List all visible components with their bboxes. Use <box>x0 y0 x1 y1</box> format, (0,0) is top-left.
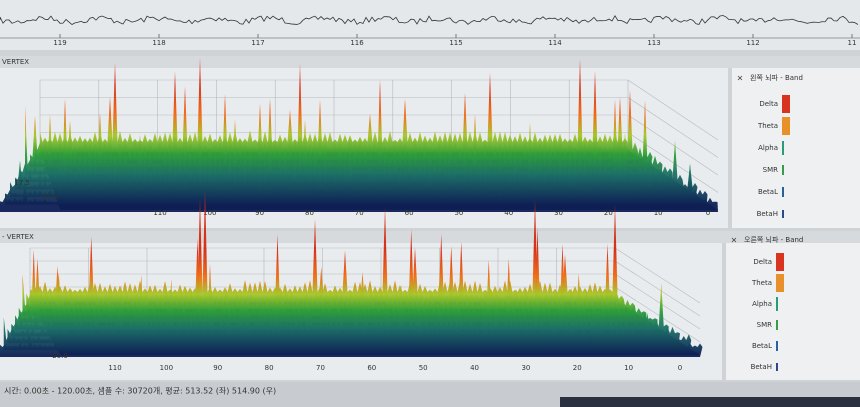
x-axis-label: 0 <box>678 364 682 372</box>
terrain-ridge <box>35 58 640 160</box>
band-bar <box>776 363 778 371</box>
band-bar <box>782 141 784 155</box>
band-bar <box>776 297 778 311</box>
band-bar <box>782 187 784 197</box>
wall-grid <box>627 97 719 158</box>
wall-grid <box>614 286 701 343</box>
band-bar <box>776 320 778 330</box>
x-axis-label: 30 <box>554 209 563 217</box>
x-axis-label: 20 <box>604 209 613 217</box>
band-label: BetaL <box>758 188 778 196</box>
panel-header <box>0 56 860 68</box>
strip-tick-label: 119 <box>53 39 66 47</box>
depth-label: 20.0 <box>52 352 68 360</box>
panel-header <box>0 231 860 243</box>
x-axis-label: 70 <box>355 209 364 217</box>
x-axis-label: 90 <box>213 364 222 372</box>
strip-tick-label: 118 <box>152 39 165 47</box>
terrain-ridge <box>3 306 692 351</box>
band-bar <box>776 341 778 351</box>
x-axis-label: 0 <box>706 209 710 217</box>
band-label: Theta <box>751 279 772 287</box>
x-axis-label: 100 <box>160 364 173 372</box>
band-bar <box>782 117 790 135</box>
band-bar <box>776 253 784 271</box>
x-axis-label: 60 <box>405 209 414 217</box>
x-axis-label: 10 <box>654 209 663 217</box>
band-bar <box>782 95 790 113</box>
close-button[interactable]: × <box>737 74 744 83</box>
terrain-ridge <box>10 145 698 197</box>
taskbar <box>560 397 860 407</box>
x-axis-label: 100 <box>203 209 216 217</box>
strip-tick-label: 115 <box>449 39 462 47</box>
x-axis-label: 80 <box>265 364 274 372</box>
top-strip <box>0 0 860 50</box>
band-panel <box>732 68 860 228</box>
strip-tick-label: 113 <box>647 39 660 47</box>
band-bar <box>776 274 784 292</box>
x-axis-label: 50 <box>419 364 428 372</box>
band-label: Delta <box>753 258 772 266</box>
terrain-ridge <box>0 319 703 357</box>
depth-label: 17.5 <box>14 179 30 187</box>
band-label: BetaL <box>752 342 772 350</box>
wall-grid <box>627 114 719 176</box>
strip-tick-label: 117 <box>251 39 264 47</box>
x-axis-label: 90 <box>255 209 264 217</box>
band-label: Delta <box>759 100 778 108</box>
terrain-ridge <box>18 249 647 323</box>
x-axis-label: 40 <box>470 364 479 372</box>
strip-tick-label: 11 <box>848 39 857 47</box>
depth-label: 20.0 <box>42 193 58 201</box>
wall-grid <box>627 132 719 193</box>
strip-tick-label: 116 <box>350 39 364 47</box>
band-title: 오른쪽 뇌파 - Band <box>744 235 803 244</box>
x-axis-label: 50 <box>454 209 463 217</box>
terrain-ridge <box>26 229 626 309</box>
band-panel <box>726 243 860 380</box>
x-axis-label: 60 <box>367 364 376 372</box>
terrain-ridge <box>7 294 680 344</box>
wall-grid <box>614 247 701 304</box>
x-axis-label: 20 <box>573 364 582 372</box>
band-label: Alpha <box>752 300 772 308</box>
x-axis-label: 110 <box>108 364 121 372</box>
x-axis-label: 40 <box>504 209 513 217</box>
band-bar <box>782 210 784 218</box>
band-bar <box>782 165 784 175</box>
band-label: Theta <box>757 122 778 130</box>
terrain-ridge <box>5 163 708 205</box>
wall-grid <box>627 79 719 141</box>
x-axis-label: 70 <box>316 364 325 372</box>
band-label: BetaH <box>751 363 772 371</box>
x-axis-label: 30 <box>521 364 530 372</box>
panel-title: VERTEX <box>2 58 29 66</box>
band-label: SMR <box>763 166 778 174</box>
eeg-trace <box>0 14 859 25</box>
strip-tick-label: 112 <box>746 39 759 47</box>
wall-grid <box>614 273 701 330</box>
band-label: SMR <box>757 321 772 329</box>
strip-tick-label: 114 <box>548 39 562 47</box>
status-text: 시간: 0.00초 - 120.00초, 샘플 수: 30720개, 평균: 5… <box>4 386 276 396</box>
band-label: BetaH <box>757 210 778 218</box>
band-title: 왼쪽 뇌파 - Band <box>750 73 803 82</box>
terrain-ridge <box>15 135 685 190</box>
terrain-ridge <box>0 177 718 212</box>
band-label: Alpha <box>758 144 778 152</box>
close-button[interactable]: × <box>731 236 738 245</box>
x-axis-label: 80 <box>305 209 314 217</box>
wall-grid <box>614 260 701 317</box>
x-axis-label: 110 <box>153 209 166 217</box>
x-axis-label: 10 <box>624 364 633 372</box>
panel-title: - VERTEX <box>2 233 34 241</box>
terrain-ridge <box>30 190 618 302</box>
